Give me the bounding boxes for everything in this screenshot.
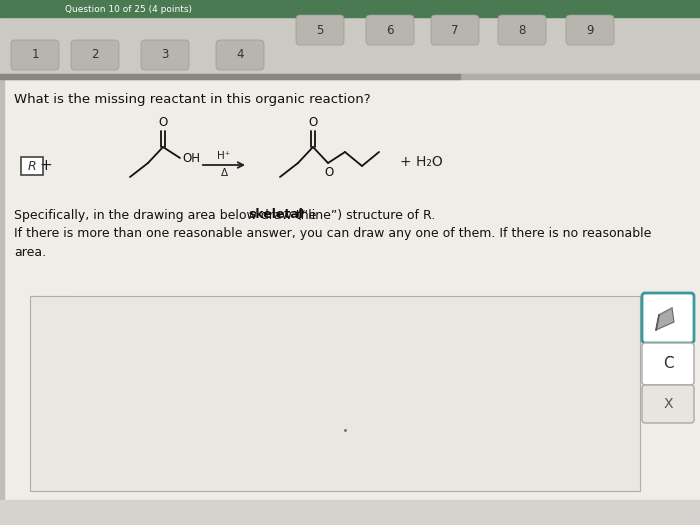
Bar [0,0,700,17]
Bar [0,17,700,75]
FancyBboxPatch shape [11,40,59,70]
FancyBboxPatch shape [216,40,264,70]
Bar [0,74,460,79]
FancyBboxPatch shape [642,293,694,343]
Text: O: O [324,166,334,179]
Text: OH: OH [182,152,200,165]
FancyBboxPatch shape [642,385,694,423]
FancyBboxPatch shape [296,15,344,45]
Bar [0,79,700,525]
FancyBboxPatch shape [366,15,414,45]
Text: 9: 9 [587,24,594,37]
Text: Specifically, in the drawing area below draw the: Specifically, in the drawing area below … [14,208,321,222]
Text: + H₂O: + H₂O [400,155,442,169]
Text: 3: 3 [161,48,169,61]
Text: X: X [664,397,673,411]
Text: 4: 4 [237,48,244,61]
Text: H⁺: H⁺ [218,151,230,161]
Text: C̄: C̄ [663,356,673,372]
Bar [30,296,640,491]
Text: 6: 6 [386,24,393,37]
Text: 7: 7 [452,24,458,37]
Text: 2: 2 [91,48,99,61]
Bar [0,500,700,525]
Polygon shape [656,308,674,330]
Text: 5: 5 [316,24,323,37]
FancyBboxPatch shape [498,15,546,45]
Text: R: R [28,160,36,173]
Text: O: O [158,116,167,129]
FancyBboxPatch shape [21,157,43,175]
Text: skeletal: skeletal [248,208,303,222]
Bar [0,74,700,79]
FancyBboxPatch shape [566,15,614,45]
Text: O: O [309,116,318,129]
Text: +: + [40,159,52,173]
FancyBboxPatch shape [431,15,479,45]
FancyBboxPatch shape [642,343,694,385]
Text: (“line”) structure of R.: (“line”) structure of R. [293,208,435,222]
Text: What is the missing reactant in this organic reaction?: What is the missing reactant in this org… [14,93,370,107]
Text: Δ: Δ [220,168,228,178]
Bar [0,79,4,525]
Text: area.: area. [14,246,46,258]
FancyBboxPatch shape [71,40,119,70]
Text: 1: 1 [32,48,38,61]
Text: Question 10 of 25 (4 points): Question 10 of 25 (4 points) [65,5,192,14]
FancyBboxPatch shape [141,40,189,70]
Text: 8: 8 [518,24,526,37]
Text: If there is more than one reasonable answer, you can draw any one of them. If th: If there is more than one reasonable ans… [14,227,652,240]
